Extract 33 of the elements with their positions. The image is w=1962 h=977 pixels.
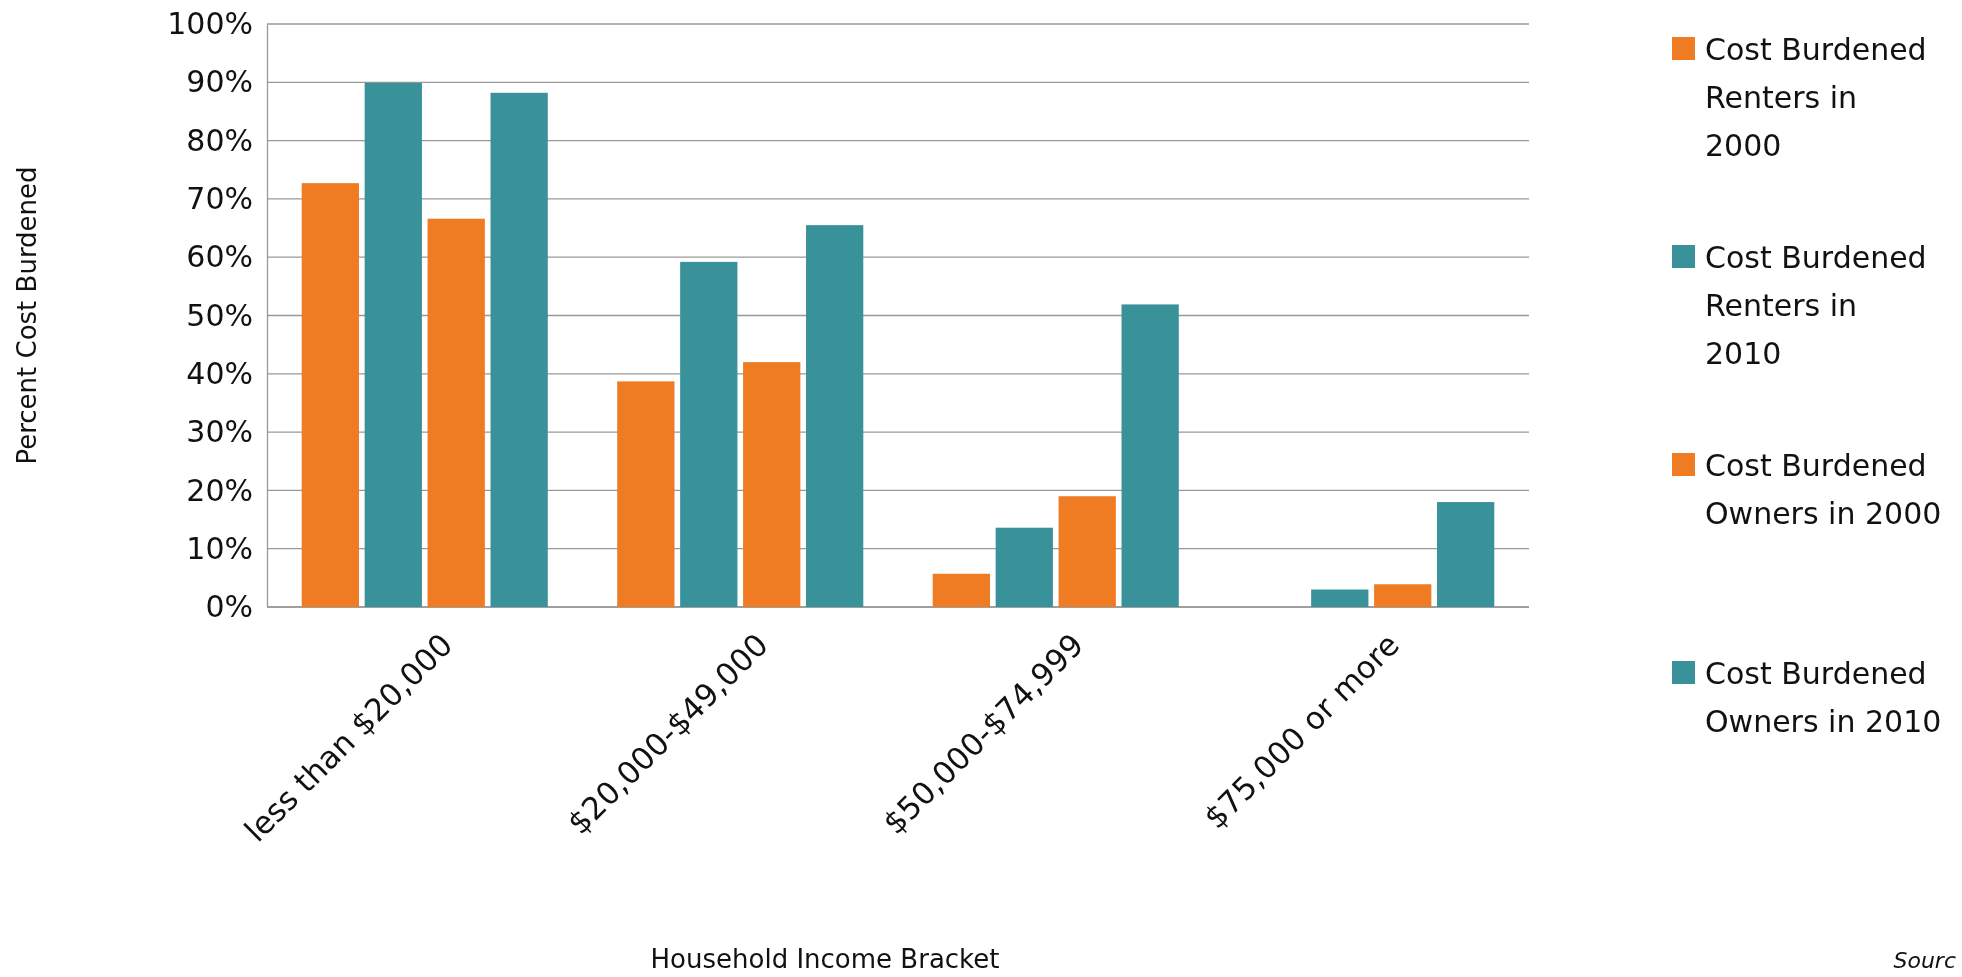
bar [1121, 304, 1179, 607]
bar [1311, 589, 1369, 607]
bar [301, 183, 359, 607]
x-axis-title: Household Income Bracket [650, 944, 1000, 974]
y-tick-label: 100% [167, 6, 253, 42]
legend-label: Cost Burdened Owners in 2000 [1705, 448, 1942, 531]
y-tick-label: 10% [186, 530, 253, 566]
y-tick-label: 20% [186, 472, 253, 508]
bar [680, 261, 738, 607]
legend-label: Cost Burdened Owners in 2010 [1705, 656, 1942, 739]
bar [743, 362, 801, 607]
y-tick-label: 40% [186, 355, 253, 391]
y-tick-label: 30% [186, 414, 253, 450]
bar [1437, 502, 1495, 607]
bar [617, 381, 675, 607]
legend-label: Cost Burdened Renters in 2000 [1705, 32, 1927, 163]
legend-label: Cost Burdened Renters in 2010 [1705, 240, 1927, 371]
bar [1058, 496, 1116, 607]
y-tick-label: 70% [186, 181, 253, 216]
y-axis-title: Percent Cost Burdened [12, 166, 42, 465]
bar [1374, 584, 1432, 607]
bar [364, 82, 422, 607]
bar [932, 573, 990, 607]
text: Sourc [1893, 948, 1956, 973]
bar [490, 92, 548, 607]
y-tick-label: 60% [186, 239, 253, 275]
y-tick-label: 80% [186, 122, 253, 158]
y-tick-label: 50% [186, 297, 253, 333]
y-tick-label: 90% [186, 64, 253, 100]
bar [427, 218, 485, 607]
bar [995, 527, 1053, 607]
bar [806, 225, 864, 607]
y-tick-label: 0% [205, 589, 253, 625]
